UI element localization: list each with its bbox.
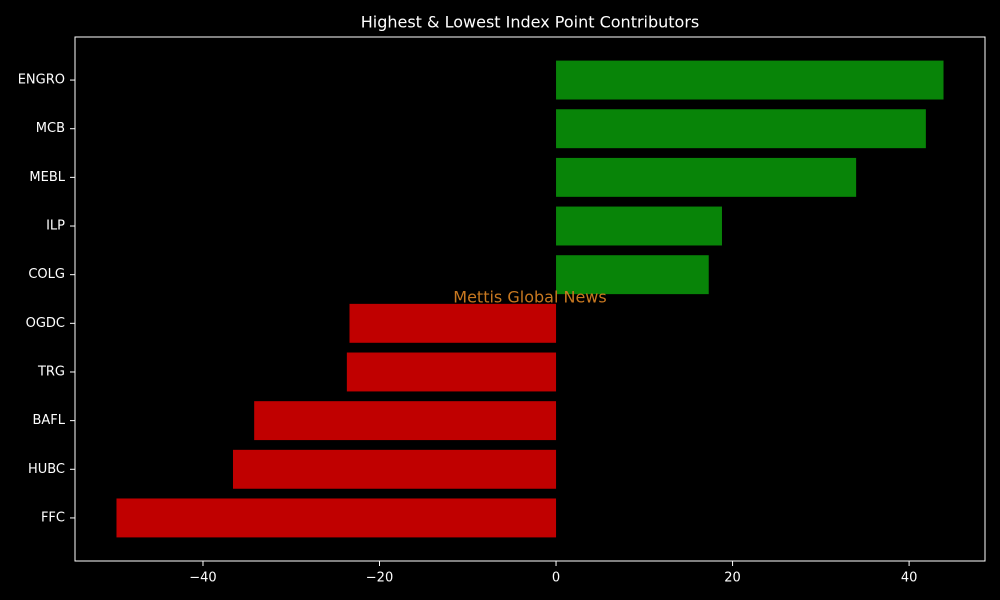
- bar: [346, 352, 557, 392]
- bar: [556, 157, 857, 197]
- plot-frame: [74, 36, 986, 562]
- y-tick-label: MCB: [36, 121, 65, 136]
- bar: [349, 303, 557, 343]
- x-tick-label: 40: [901, 571, 918, 586]
- watermark: Mettis Global News: [453, 288, 606, 307]
- bar: [556, 255, 709, 295]
- bar: [556, 206, 722, 246]
- y-tick-label: FFC: [41, 510, 65, 525]
- x-tick-label: 0: [552, 571, 560, 586]
- y-tick-label: TRG: [37, 364, 65, 379]
- y-tick-label: ENGRO: [18, 73, 65, 88]
- bar: [232, 449, 557, 489]
- y-tick-label: OGDC: [26, 316, 65, 331]
- bar: [116, 498, 557, 538]
- bar: [254, 401, 557, 441]
- y-tick-label: ILP: [46, 219, 65, 234]
- x-tick-label: 20: [724, 571, 741, 586]
- x-tick-label: −20: [366, 571, 393, 586]
- y-tick-label: MEBL: [29, 170, 65, 185]
- y-tick-label: COLG: [28, 267, 65, 282]
- bar: [556, 60, 944, 100]
- chart-title: Highest & Lowest Index Point Contributor…: [361, 13, 700, 32]
- x-tick-label: −40: [189, 571, 216, 586]
- y-tick-label: HUBC: [28, 462, 65, 477]
- bar: [556, 109, 926, 149]
- y-tick-label: BAFL: [32, 413, 65, 428]
